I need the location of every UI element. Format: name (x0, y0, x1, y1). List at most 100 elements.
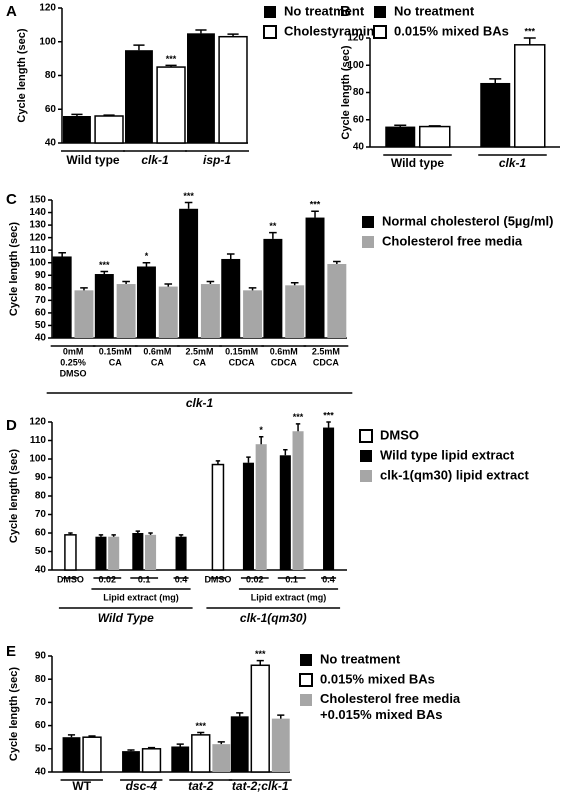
bar (179, 208, 199, 338)
error-bar (184, 201, 193, 209)
error-bar (256, 659, 264, 666)
bar (255, 444, 267, 570)
legend-label: 0.015% mixed BAs (394, 23, 509, 38)
error-bar (428, 125, 441, 127)
significance-label: * (259, 425, 263, 435)
legend-swatch (360, 470, 372, 482)
bar (243, 290, 263, 338)
y-tick-label: 60 (35, 720, 47, 731)
significance-label: *** (195, 721, 206, 731)
x-tick-label: 0.02 (246, 574, 264, 584)
y-tick-label: 140 (29, 207, 46, 218)
error-bar (164, 283, 173, 287)
x-tick-label: DMSO (60, 368, 87, 378)
y-tick-label: 100 (29, 454, 46, 465)
x-tick-label: 0.15mM (225, 346, 258, 356)
bar (116, 284, 136, 338)
x-tick-label: CDCA (313, 357, 339, 367)
bar (82, 736, 102, 773)
bar (74, 290, 94, 338)
legend-swatch (300, 694, 312, 706)
x-tick-label: isp-1 (203, 153, 231, 167)
error-bar (147, 746, 156, 749)
y-tick-label: 130 (29, 220, 46, 231)
x-tick-label: 0.02 (99, 574, 117, 584)
legend-label: Wild type lipid extract (380, 447, 515, 462)
error-bar (226, 253, 235, 259)
error-bar (100, 270, 109, 275)
bar (200, 284, 220, 338)
legend-label: Cholesterol free media +0.015% mixed BAs (320, 691, 461, 722)
error-bar (88, 735, 96, 738)
bar (292, 431, 304, 570)
significance-label: *** (310, 200, 321, 210)
legend-swatch (362, 236, 374, 248)
significance-label: * (145, 251, 149, 261)
x-tick-label: WT (72, 779, 91, 793)
error-bar (122, 280, 130, 285)
y-tick-label: 60 (35, 528, 47, 539)
error-bar (68, 532, 73, 535)
legend-swatch (264, 6, 276, 18)
bar (94, 115, 124, 144)
error-bar (333, 260, 341, 264)
x-tick-label: 2.5mM (185, 346, 213, 356)
error-bar (236, 712, 244, 717)
bar (263, 238, 283, 338)
bar (125, 50, 153, 143)
panel-letter: A (6, 3, 17, 20)
error-bar (67, 734, 76, 738)
bar (156, 66, 186, 144)
legend-label: No treatment (320, 651, 401, 666)
x-tick-label: CA (193, 357, 206, 367)
bar (141, 748, 162, 773)
bar (323, 427, 335, 570)
significance-label: *** (166, 54, 177, 64)
legend-label: Normal cholesterol (5µg/ml) (382, 213, 553, 228)
bar (64, 534, 77, 571)
error-bar (142, 261, 151, 267)
y-tick-label: 70 (35, 697, 47, 708)
y-axis-label: Cycle length (sec) (340, 45, 352, 139)
error-bar (394, 124, 407, 127)
x-tick-label: clk-1 (141, 153, 169, 167)
x-tick-label: 0.6mM (143, 346, 171, 356)
y-tick-label: 40 (45, 138, 57, 149)
y-tick-label: 50 (35, 546, 47, 557)
x-tick-label: 0.25% (60, 357, 86, 367)
error-bar (248, 287, 257, 291)
legend-swatch (359, 429, 373, 443)
error-bar (217, 741, 225, 745)
error-bar (311, 210, 319, 218)
legend-swatch (263, 25, 277, 39)
error-bar (206, 280, 215, 285)
y-axis-label: Cycle length (sec) (8, 667, 20, 761)
x-tick-label: CA (109, 357, 122, 367)
legend-swatch (362, 216, 374, 228)
error-bar (195, 29, 207, 34)
error-bar (58, 251, 66, 257)
bar (175, 536, 187, 570)
error-bar (295, 423, 301, 432)
error-bar (246, 456, 251, 463)
legend-label: clk-1(qm30) lipid extract (380, 467, 529, 482)
error-bar (165, 64, 177, 68)
bar (212, 744, 231, 772)
legend-label: Cholesterol free media (382, 233, 523, 248)
error-bar (283, 449, 288, 456)
y-tick-label: 120 (39, 3, 56, 14)
y-axis-label: Cycle length (sec) (8, 449, 20, 543)
y-tick-label: 120 (29, 417, 46, 428)
bar (95, 536, 107, 570)
bar (158, 286, 178, 338)
error-bar (489, 78, 502, 83)
bar (242, 462, 254, 570)
y-tick-label: 100 (39, 36, 56, 47)
bar (122, 751, 140, 772)
error-bar (127, 749, 135, 752)
legend-label: No treatment (284, 3, 365, 18)
x-tick-label: 0.15mM (99, 346, 132, 356)
y-tick-label: 40 (35, 333, 47, 344)
y-tick-label: 80 (353, 87, 365, 98)
y-tick-label: 40 (353, 142, 365, 153)
